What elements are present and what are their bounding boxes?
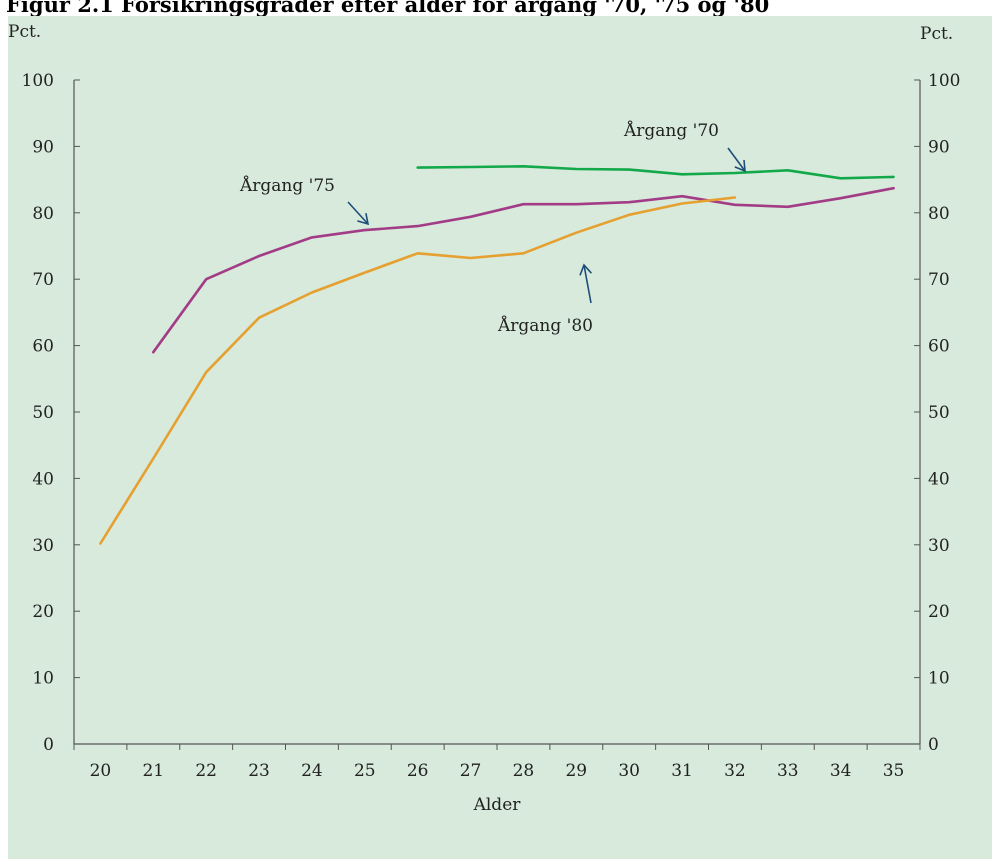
right-y-tick-label: 90	[928, 137, 950, 157]
right-y-tick-label: 30	[928, 536, 950, 556]
left-y-tick-label: 40	[32, 469, 54, 489]
annotation-aargang-80-arrow-head	[579, 263, 592, 276]
x-tick-label: 27	[460, 761, 482, 781]
left-y-tick-label: 30	[32, 536, 54, 556]
annotation-aargang-70-arrow-shaft	[727, 147, 746, 172]
left-y-axis-label: Pct.	[8, 22, 41, 42]
chart-background	[8, 16, 992, 859]
left-y-tick-label: 70	[32, 270, 54, 290]
left-y-tick-label: 10	[32, 669, 54, 689]
x-tick-label: 28	[513, 761, 535, 781]
line-chart: 0 0 10 10 20 20 30 30 40 40 50 50 60 60 70 70 80 80 90 90 10…	[8, 16, 992, 859]
x-tick-label: 30	[618, 761, 640, 781]
x-tick-label: 35	[883, 761, 905, 781]
left-y-tick-label: 80	[32, 204, 54, 224]
right-y-tick-label: 0	[928, 735, 939, 755]
right-y-tick-label: 40	[928, 469, 950, 489]
right-y-tick-label: 80	[928, 204, 950, 224]
left-y-tick-label: 100	[22, 71, 54, 91]
x-tick-label: 32	[724, 761, 746, 781]
annotation-aargang-70-label: Årgang '70	[623, 120, 719, 141]
left-y-tick-label: 0	[43, 735, 54, 755]
x-tick-label: 26	[407, 761, 429, 781]
x-tick-label: 22	[195, 761, 217, 781]
right-y-axis-label: Pct.	[920, 24, 953, 44]
annotation-aargang-80-label: Årgang '80	[497, 315, 593, 336]
left-y-tick-label: 20	[32, 602, 54, 622]
annotation-aargang-70-arrow-head	[734, 159, 746, 173]
axes: 0 0 10 10 20 20 30 30 40 40 50 50 60 60 70 70 80 80 90 90 10…	[8, 22, 960, 815]
right-y-tick-label: 100	[928, 71, 960, 91]
annotation-aargang-80-arrow-shaft	[583, 264, 592, 304]
x-tick-label: 24	[301, 761, 323, 781]
chart-title: Figur 2.1 Forsikringsgrader efter alder …	[6, 0, 770, 17]
x-tick-label: 33	[777, 761, 799, 781]
series-line-aargang-70	[416, 165, 895, 180]
right-y-tick-label: 70	[928, 270, 950, 290]
left-y-tick-label: 90	[32, 137, 54, 157]
right-y-tick-label: 10	[928, 669, 950, 689]
series-line-aargang-80	[99, 196, 737, 545]
annotation-aargang-75-label: Årgang '75	[239, 175, 335, 196]
left-y-tick-label: 50	[32, 403, 54, 423]
series-lines	[99, 165, 895, 545]
series-annotations: Årgang '70 Årgang '75 Årgang '80	[239, 120, 746, 336]
right-y-tick-label: 60	[928, 337, 950, 357]
annotation-aargang-75-arrow-head	[357, 213, 370, 226]
x-axis-label: Alder	[473, 795, 522, 815]
left-y-tick-label: 60	[32, 337, 54, 357]
annotation-aargang-75-arrow-shaft	[347, 201, 369, 225]
x-tick-label: 31	[671, 761, 693, 781]
chart-panel: 0 0 10 10 20 20 30 30 40 40 50 50 60 60 70 70 80 80 90 90 10…	[8, 16, 992, 859]
x-tick-label: 34	[830, 761, 852, 781]
x-tick-label: 25	[354, 761, 376, 781]
x-tick-label: 23	[248, 761, 270, 781]
series-line-aargang-75	[152, 186, 895, 354]
x-tick-label: 20	[90, 761, 112, 781]
right-y-tick-label: 50	[928, 403, 950, 423]
right-y-tick-label: 20	[928, 602, 950, 622]
x-tick-label: 29	[565, 761, 587, 781]
x-tick-label: 21	[142, 761, 164, 781]
